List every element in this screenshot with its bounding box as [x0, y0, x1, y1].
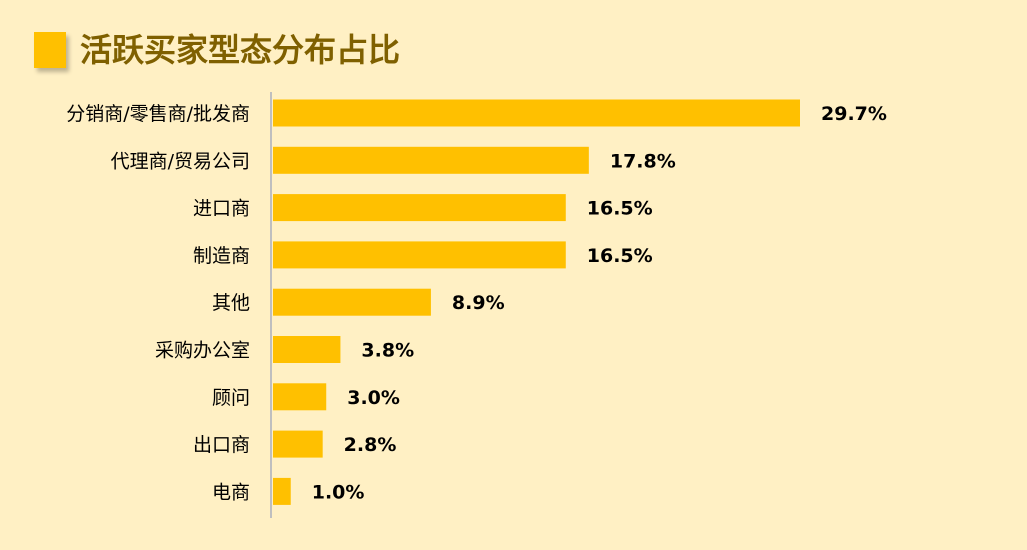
bar: [273, 336, 341, 363]
bar: [273, 430, 323, 458]
chart-title: 活跃买家型态分布占比: [80, 31, 401, 69]
category-label: 制造商: [193, 245, 250, 267]
value-label: 2.8%: [344, 434, 397, 456]
category-label: 代理商/贸易公司: [111, 150, 250, 172]
bar: [273, 477, 291, 505]
bar: [273, 194, 566, 222]
bars-group: 分销商/零售商/批发商 29.7% 代理商/贸易公司 17.8% 进口商 16.5% 制造商…: [66, 99, 887, 505]
category-label: 顾问: [212, 387, 250, 409]
category-label: 其他: [212, 292, 250, 314]
value-label: 17.8%: [610, 150, 676, 172]
category-label: 电商: [212, 481, 250, 503]
category-label: 进口商: [193, 198, 250, 220]
bar: [273, 241, 566, 269]
value-label: 16.5%: [587, 245, 653, 267]
value-label: 3.0%: [347, 387, 400, 409]
title-square-icon: [34, 32, 66, 68]
chart-title-block: 活跃买家型态分布占比: [34, 30, 400, 70]
bar: [273, 146, 589, 174]
value-label: 29.7%: [821, 103, 887, 125]
category-label: 分销商/零售商/批发商: [66, 103, 250, 125]
bar: [273, 288, 431, 316]
category-label: 出口商: [193, 434, 250, 456]
bar: [273, 383, 327, 411]
value-label: 3.8%: [361, 340, 414, 362]
value-label: 1.0%: [312, 481, 365, 503]
value-label: 8.9%: [452, 292, 505, 314]
value-label: 16.5%: [587, 198, 653, 220]
category-label: 采购办公室: [155, 340, 250, 362]
bar: [273, 99, 800, 127]
